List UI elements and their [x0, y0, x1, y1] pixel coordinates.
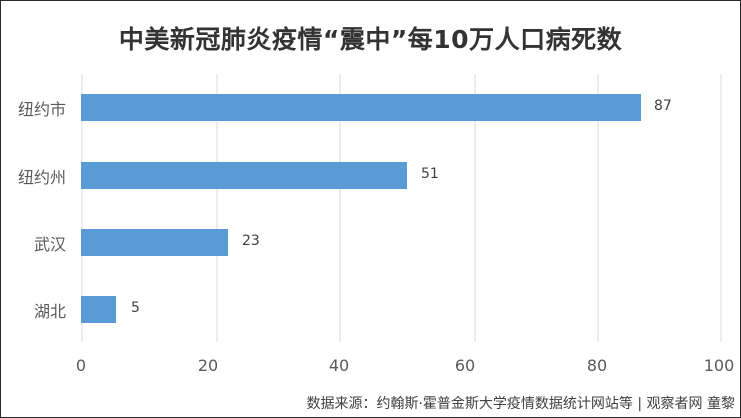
bar-nyc	[81, 94, 641, 121]
value-label-nyc: 87	[654, 98, 672, 114]
x-tick-20: 20	[197, 356, 219, 375]
category-label-hubei: 湖北	[33, 302, 66, 321]
gridline-40	[339, 74, 341, 342]
value-label-hubei: 5	[131, 300, 140, 316]
gridline-100	[720, 74, 722, 342]
bar-wuhan	[81, 229, 228, 256]
plot-area: 87 51 23 5	[81, 74, 722, 342]
category-label-nyc: 纽约市	[17, 100, 66, 119]
gridline-80	[597, 74, 599, 342]
gridline-20	[216, 74, 218, 342]
value-label-nys: 51	[421, 166, 439, 182]
chart-title: 中美新冠肺炎疫情“震中”每10万人口病死数	[118, 25, 623, 54]
gridline-60	[474, 74, 476, 342]
x-tick-80: 80	[586, 356, 608, 375]
value-label-wuhan: 23	[242, 233, 260, 249]
bar-nys	[81, 162, 407, 189]
x-tick-60: 60	[454, 356, 476, 375]
category-label-wuhan: 武汉	[33, 235, 66, 254]
source-note: 数据来源：约翰斯·霍普金斯大学疫情数据统计网站等 | 观察者网 童黎	[306, 396, 735, 412]
x-tick-100: 100	[703, 356, 735, 375]
bar-hubei	[81, 296, 116, 323]
x-tick-40: 40	[328, 356, 350, 375]
gridline-0	[81, 74, 83, 342]
x-tick-0: 0	[75, 356, 87, 375]
category-label-nys: 纽约州	[17, 168, 66, 187]
